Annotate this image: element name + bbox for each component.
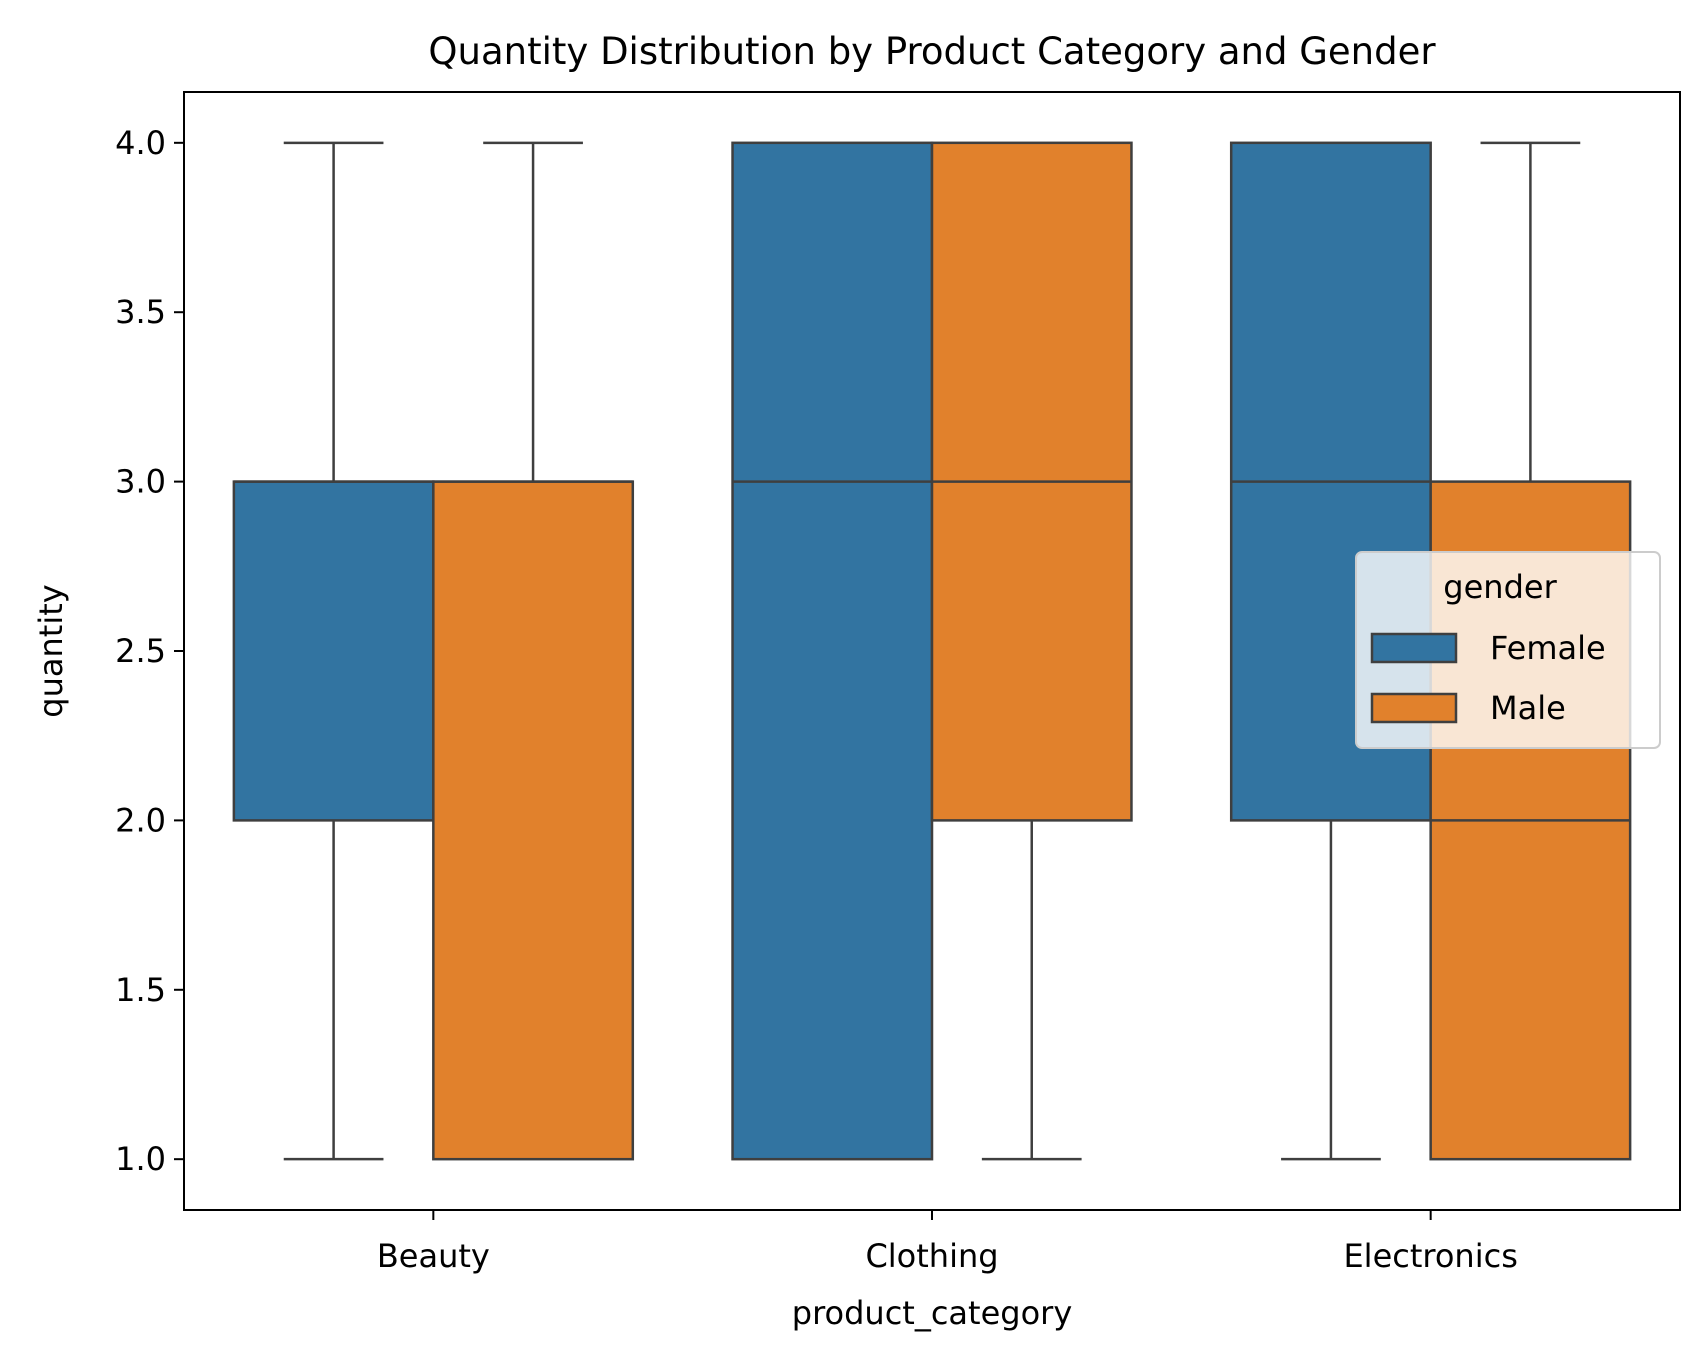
y-tick-label: 4.0 <box>115 124 166 162</box>
y-tick-label: 1.0 <box>115 1140 166 1178</box>
x-axis: Beauty Clothing Electronics <box>377 1210 1518 1275</box>
x-axis-label: product_category <box>792 1294 1073 1332</box>
y-axis: 1.0 1.5 2.0 2.5 3.0 3.5 4.0 <box>115 124 184 1178</box>
legend-swatch-male <box>1370 692 1458 724</box>
x-tick-label: Beauty <box>377 1237 490 1275</box>
y-tick-label: 2.0 <box>115 801 166 839</box>
box-female-beauty <box>232 480 435 822</box>
y-tick-label: 3.0 <box>115 463 166 501</box>
y-tick-label: 2.5 <box>115 632 166 670</box>
legend-swatch-female <box>1370 632 1458 664</box>
y-tick-label: 3.5 <box>115 293 166 331</box>
plot-area <box>232 141 1632 1161</box>
legend: gender Female Male <box>1355 551 1661 749</box>
legend-title: gender <box>1443 568 1557 606</box>
legend-label-female: Female <box>1490 629 1606 667</box>
box-female-clothing <box>731 141 934 1161</box>
legend-label-male: Male <box>1490 689 1566 727</box>
chart-title: Quantity Distribution by Product Categor… <box>428 30 1436 73</box>
x-tick-label: Clothing <box>865 1237 998 1275</box>
y-axis-label: quantity <box>32 584 70 717</box>
y-tick-label: 1.5 <box>115 971 166 1009</box>
box-male-beauty <box>432 480 635 1161</box>
x-tick-label: Electronics <box>1343 1237 1517 1275</box>
